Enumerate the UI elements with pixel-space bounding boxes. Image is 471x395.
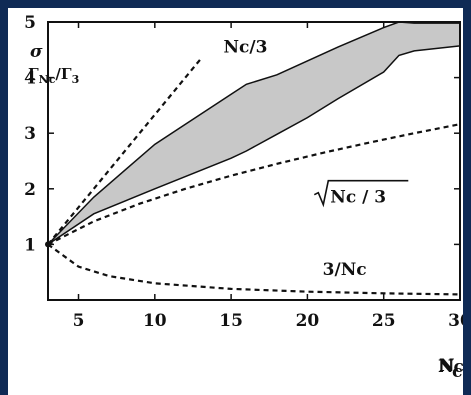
band-lower-edge <box>47 45 461 246</box>
ylabel-ratio: ΓNc/Γ3 <box>28 65 79 86</box>
uncertainty-band <box>48 22 460 245</box>
x-tick-label: 10 <box>143 311 167 331</box>
x-tick-label: 5 <box>73 311 85 331</box>
ylabel-ratio-b: Γ <box>61 65 72 83</box>
sqrt-radical-sign <box>313 179 409 208</box>
y-tick-label: 1 <box>24 235 36 255</box>
x-axis-label-main: Nc <box>438 357 463 377</box>
tick-layer: 5 10 15 20 25 30 1 2 3 4 5 <box>24 13 463 331</box>
x-tick-label: 15 <box>219 311 243 331</box>
series-line-1 <box>47 123 461 246</box>
series-line-2 <box>47 243 461 296</box>
label-nc-over-3: Nc/3 <box>223 38 267 58</box>
x-tick-label: 30 <box>448 311 463 331</box>
y-tick-label: 5 <box>24 13 36 33</box>
chart-panel: 5101520253012345 σ ΓNc/Γ3 Nc/3Nc / 33/Nc… <box>8 8 463 395</box>
line-chart: 5101520253012345 σ ΓNc/Γ3 Nc/3Nc / 33/Nc… <box>24 13 463 382</box>
x-tick-label: 20 <box>296 311 320 331</box>
ylabel-sub-a: Nc <box>39 73 56 86</box>
ylabel-ratio-a: Γ <box>28 65 39 83</box>
ylabel-sigma: σ <box>30 42 43 62</box>
annotation-layer: σ ΓNc/Γ3 Nc/3Nc / 33/Nc <box>28 38 409 280</box>
y-tick-label: 3 <box>24 124 36 144</box>
series-line-0 <box>47 58 202 246</box>
ylabel-slash: / <box>55 65 61 83</box>
y-tick-label: 4 <box>24 69 36 89</box>
x-axis-label: Nc N c <box>438 356 463 382</box>
y-tick-label: 2 <box>24 180 36 200</box>
axes-frame <box>47 21 461 301</box>
x-axis-label-n: N <box>439 356 455 376</box>
ylabel-sub-b: 3 <box>72 73 80 86</box>
label-3-over-nc: 3/Nc <box>323 260 367 280</box>
x-tick-label: 25 <box>372 311 396 331</box>
x-axis-label-sub: c <box>452 362 462 382</box>
label-sqrt-nc-over-3: Nc / 3 <box>330 188 386 208</box>
